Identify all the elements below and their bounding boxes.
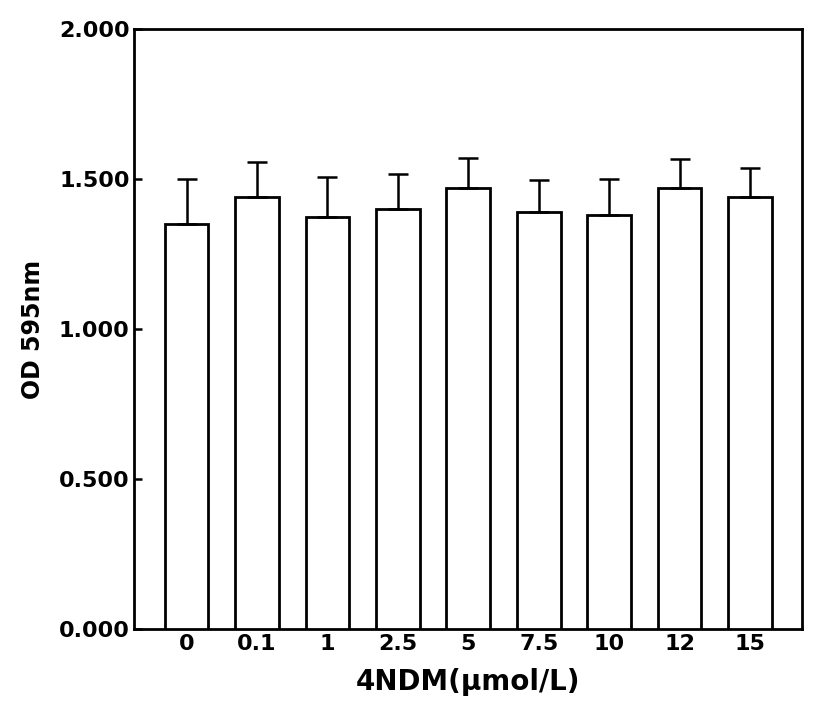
Bar [376,209,420,630]
Y-axis label: OD 595nm: OD 595nm [21,260,44,399]
Bar [305,217,349,630]
Bar [165,224,208,630]
Bar [235,197,279,630]
Bar [517,212,560,630]
Bar [447,188,491,630]
X-axis label: 4NDM(μmol/L): 4NDM(μmol/L) [356,668,580,696]
Bar [588,215,631,630]
Bar [728,197,772,630]
Bar [658,188,701,630]
